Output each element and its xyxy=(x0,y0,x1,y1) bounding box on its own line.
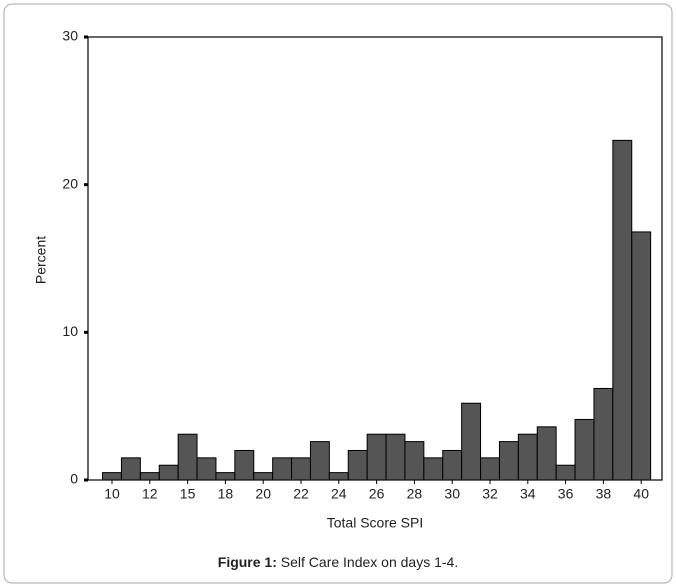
y-tick-label: 20 xyxy=(62,175,78,191)
y-tick-label: 0 xyxy=(70,471,78,487)
bar xyxy=(196,457,217,481)
x-tick-label: 10 xyxy=(104,486,120,502)
bar xyxy=(347,449,368,481)
bar xyxy=(536,426,557,481)
bar xyxy=(480,457,500,481)
x-tick-label: 36 xyxy=(558,486,574,502)
bar xyxy=(291,457,311,481)
outer-border xyxy=(3,3,673,584)
bar xyxy=(612,139,633,481)
bar xyxy=(423,457,444,481)
bar xyxy=(442,449,463,481)
bar xyxy=(309,441,330,481)
bar xyxy=(139,472,160,481)
bar xyxy=(593,387,614,481)
caption-label: Figure 1: xyxy=(218,554,277,570)
bar xyxy=(120,457,141,481)
x-axis-label: Total Score SPI xyxy=(327,515,424,531)
bar xyxy=(574,418,595,481)
bar xyxy=(404,441,425,481)
x-tick-label: 40 xyxy=(633,486,649,502)
x-tick-label: 20 xyxy=(255,486,271,502)
bar xyxy=(366,433,387,481)
y-axis-label: Percent xyxy=(33,236,49,284)
bar xyxy=(461,402,482,481)
bar xyxy=(498,441,519,481)
bar xyxy=(102,472,122,481)
plot-frame xyxy=(87,36,663,481)
bar xyxy=(555,464,576,481)
bar xyxy=(385,433,406,481)
x-tick-label: 26 xyxy=(369,486,385,502)
bar xyxy=(215,472,236,481)
caption-text: Self Care Index on days 1-4. xyxy=(281,554,458,570)
bar xyxy=(234,449,255,481)
x-tick-label: 28 xyxy=(407,486,423,502)
bar xyxy=(272,457,293,481)
bar xyxy=(158,464,179,481)
x-tick-label: 34 xyxy=(520,486,536,502)
bar xyxy=(328,472,349,481)
x-tick-label: 24 xyxy=(331,486,347,502)
bar xyxy=(631,231,652,481)
x-tick-label: 30 xyxy=(444,486,460,502)
bar xyxy=(177,433,198,481)
caption: Figure 1: Self Care Index on days 1-4. xyxy=(218,554,458,570)
bar xyxy=(253,472,274,481)
x-tick-label: 38 xyxy=(596,486,612,502)
y-tick-label: 10 xyxy=(62,323,78,339)
bar xyxy=(517,433,538,481)
x-tick-label: 12 xyxy=(142,486,158,502)
x-tick-label: 22 xyxy=(293,486,309,502)
x-tick-label: 32 xyxy=(482,486,498,502)
y-tick-label: 30 xyxy=(62,28,78,44)
x-tick-label: 18 xyxy=(218,486,234,502)
x-tick-label: 15 xyxy=(180,486,196,502)
